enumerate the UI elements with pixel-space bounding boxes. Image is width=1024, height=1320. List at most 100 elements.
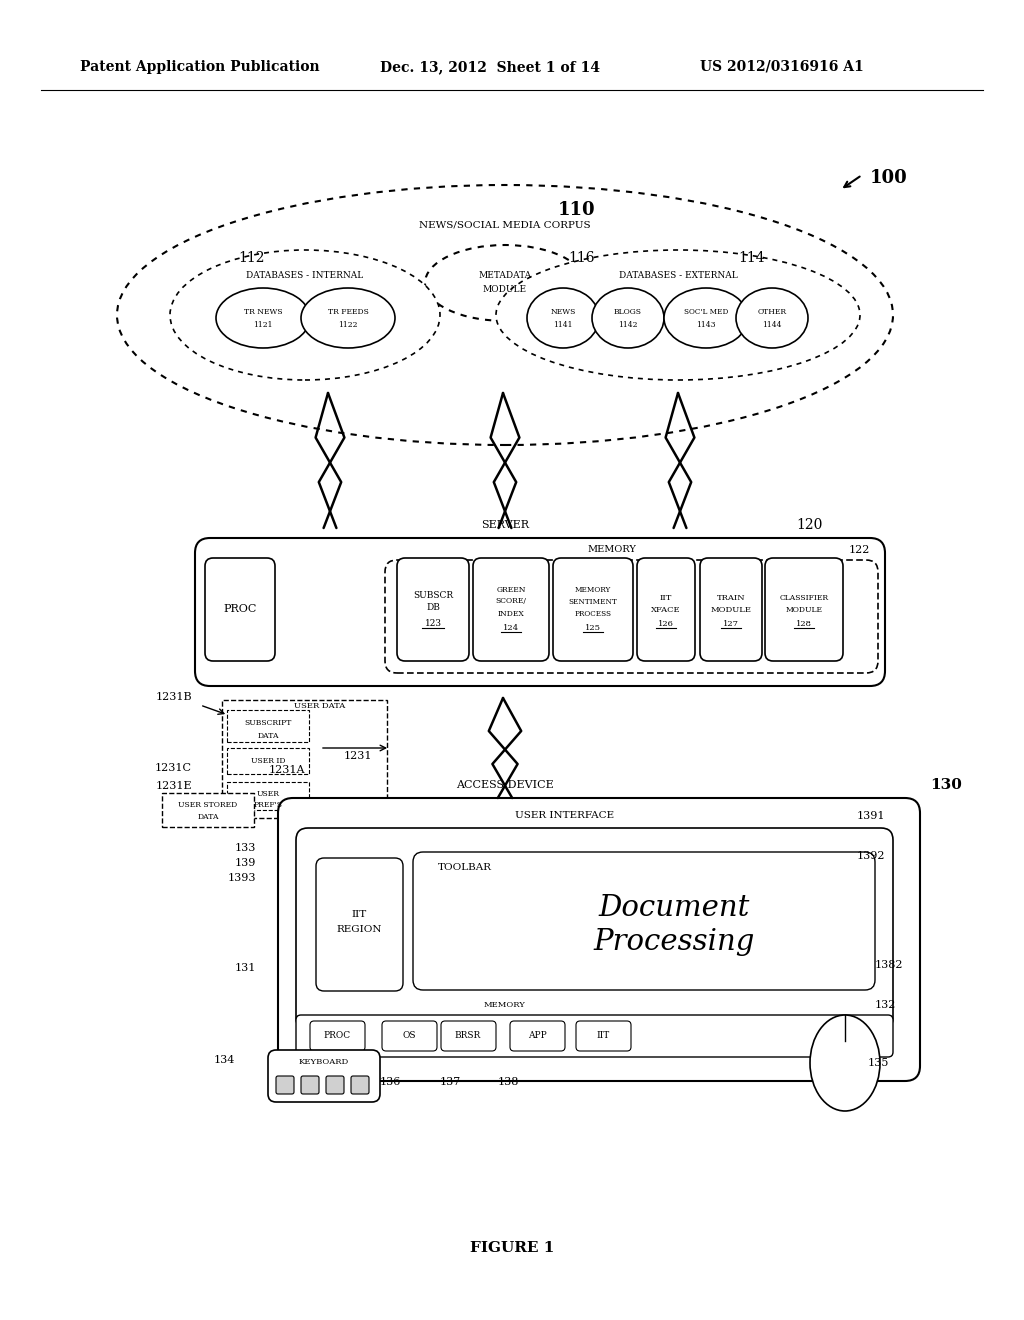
Text: SCORE/: SCORE/: [496, 598, 526, 606]
Text: MODULE: MODULE: [785, 606, 822, 614]
Text: 1392: 1392: [856, 851, 885, 861]
FancyBboxPatch shape: [195, 539, 885, 686]
FancyBboxPatch shape: [227, 781, 309, 810]
FancyBboxPatch shape: [205, 558, 275, 661]
Text: MODULE: MODULE: [711, 606, 752, 614]
Text: 131: 131: [234, 964, 256, 973]
Text: Document: Document: [598, 894, 750, 921]
FancyBboxPatch shape: [310, 1020, 365, 1051]
FancyBboxPatch shape: [382, 1020, 437, 1051]
Text: DATABASES - EXTERNAL: DATABASES - EXTERNAL: [618, 272, 737, 281]
Text: 130: 130: [930, 777, 962, 792]
Text: Dec. 13, 2012  Sheet 1 of 14: Dec. 13, 2012 Sheet 1 of 14: [380, 59, 600, 74]
Text: 1144: 1144: [762, 321, 781, 329]
Text: Patent Application Publication: Patent Application Publication: [80, 59, 319, 74]
Text: PREF'S: PREF'S: [254, 801, 283, 809]
FancyBboxPatch shape: [162, 793, 254, 828]
FancyBboxPatch shape: [575, 1020, 631, 1051]
Ellipse shape: [170, 249, 440, 380]
Text: CLASSIFIER: CLASSIFIER: [779, 594, 828, 602]
Text: 110: 110: [558, 201, 596, 219]
Text: 1231: 1231: [344, 751, 373, 762]
FancyBboxPatch shape: [326, 1076, 344, 1094]
Text: 1121: 1121: [253, 321, 272, 329]
Text: 112: 112: [238, 251, 264, 265]
Text: 1142: 1142: [618, 321, 638, 329]
FancyBboxPatch shape: [441, 1020, 496, 1051]
Text: US 2012/0316916 A1: US 2012/0316916 A1: [700, 59, 864, 74]
Text: DATABASES - INTERNAL: DATABASES - INTERNAL: [247, 272, 364, 281]
Text: DB: DB: [426, 603, 440, 612]
Text: SOC'L MED: SOC'L MED: [684, 308, 728, 315]
Text: 1122: 1122: [338, 321, 357, 329]
FancyBboxPatch shape: [278, 799, 920, 1081]
Text: GREEN: GREEN: [497, 586, 525, 594]
Text: USER INTERFACE: USER INTERFACE: [515, 812, 614, 821]
Text: DATA: DATA: [257, 733, 279, 741]
Text: 100: 100: [870, 169, 907, 187]
Text: METADATA: METADATA: [478, 272, 531, 281]
Text: TR NEWS: TR NEWS: [244, 308, 283, 315]
Text: 1231C: 1231C: [155, 763, 193, 774]
Ellipse shape: [592, 288, 664, 348]
Text: IIT: IIT: [659, 594, 672, 602]
FancyBboxPatch shape: [413, 851, 874, 990]
Text: IIT: IIT: [352, 909, 368, 919]
Text: 1231E: 1231E: [156, 781, 193, 791]
Text: MEMORY: MEMORY: [574, 586, 611, 594]
FancyBboxPatch shape: [473, 558, 549, 661]
Text: XFACE: XFACE: [651, 606, 681, 614]
FancyBboxPatch shape: [296, 1015, 893, 1057]
Text: BRSR: BRSR: [455, 1031, 481, 1040]
FancyBboxPatch shape: [553, 558, 633, 661]
Text: 139: 139: [234, 858, 256, 869]
Text: 1393: 1393: [227, 873, 256, 883]
FancyBboxPatch shape: [301, 1076, 319, 1094]
FancyBboxPatch shape: [351, 1076, 369, 1094]
FancyBboxPatch shape: [227, 748, 309, 774]
FancyBboxPatch shape: [296, 828, 893, 1030]
Text: 135: 135: [868, 1059, 890, 1068]
FancyBboxPatch shape: [222, 700, 387, 818]
Text: 137: 137: [439, 1077, 461, 1086]
Ellipse shape: [117, 185, 893, 445]
Text: 1391: 1391: [856, 810, 885, 821]
Text: 138: 138: [498, 1077, 519, 1086]
Text: USER: USER: [256, 789, 280, 799]
FancyBboxPatch shape: [510, 1020, 565, 1051]
Text: 128: 128: [796, 619, 812, 627]
Text: PROCESS: PROCESS: [574, 610, 611, 618]
Text: 1143: 1143: [696, 321, 716, 329]
Text: 127: 127: [723, 619, 739, 627]
Text: INDEX: INDEX: [498, 610, 524, 618]
Ellipse shape: [301, 288, 395, 348]
Ellipse shape: [425, 246, 585, 321]
Text: FIGURE 1: FIGURE 1: [470, 1241, 554, 1255]
FancyBboxPatch shape: [276, 1076, 294, 1094]
Text: 116: 116: [568, 251, 595, 265]
Text: SENTIMENT: SENTIMENT: [568, 598, 617, 606]
Text: 124: 124: [503, 623, 519, 631]
Text: 1141: 1141: [553, 321, 572, 329]
FancyBboxPatch shape: [385, 560, 878, 673]
Text: 125: 125: [585, 623, 601, 631]
FancyBboxPatch shape: [316, 858, 403, 991]
Text: 126: 126: [658, 619, 674, 627]
Text: SUBSCR: SUBSCR: [413, 591, 453, 601]
Text: REGION: REGION: [337, 925, 382, 935]
FancyBboxPatch shape: [700, 558, 762, 661]
Text: DATA: DATA: [198, 813, 219, 821]
Text: SUBSCRIPT: SUBSCRIPT: [245, 719, 292, 727]
Text: IIT: IIT: [596, 1031, 609, 1040]
Text: APP: APP: [527, 1031, 547, 1040]
Text: TR FEEDS: TR FEEDS: [328, 308, 369, 315]
Text: 1382: 1382: [874, 960, 903, 970]
Text: KEYBOARD: KEYBOARD: [299, 1059, 349, 1067]
Text: OS: OS: [402, 1031, 416, 1040]
Text: PROC: PROC: [223, 605, 257, 615]
Text: 134: 134: [214, 1055, 234, 1065]
Text: NEWS: NEWS: [550, 308, 575, 315]
Text: 114: 114: [738, 251, 765, 265]
Text: TRAIN: TRAIN: [717, 594, 745, 602]
FancyBboxPatch shape: [227, 710, 309, 742]
